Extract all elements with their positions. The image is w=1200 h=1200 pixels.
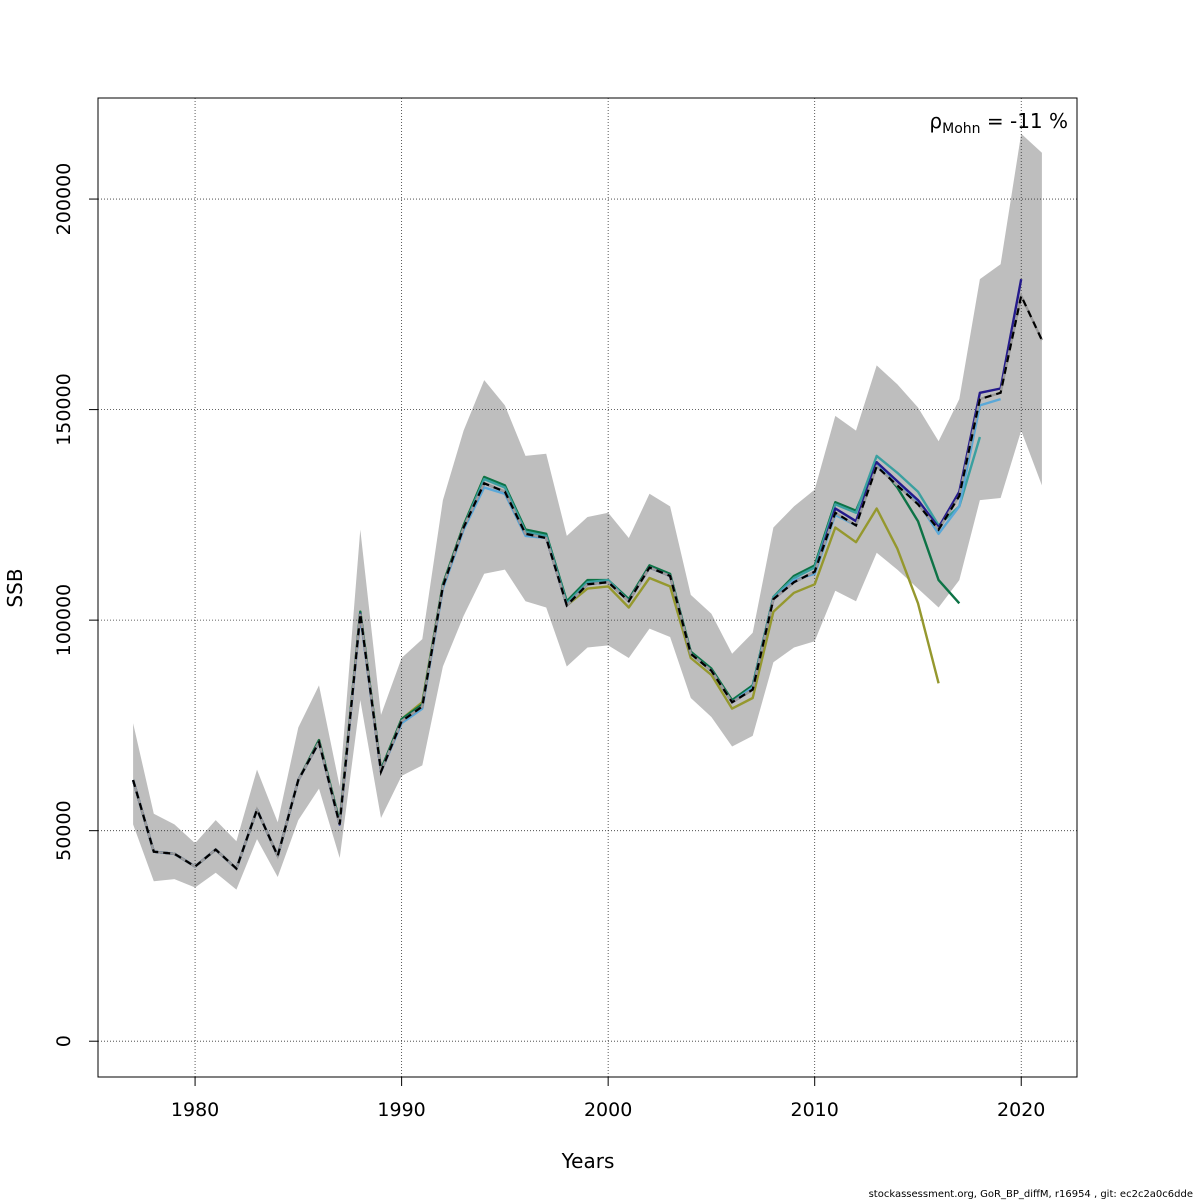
y-axis-title: SSB xyxy=(3,568,27,607)
y-tick-label: 50000 xyxy=(53,800,75,860)
rho-symbol: ρ xyxy=(929,109,942,133)
confidence-band xyxy=(133,133,1042,890)
y-tick-label: 0 xyxy=(53,1035,75,1047)
y-tick-label: 200000 xyxy=(53,163,75,236)
footer-credit: stockassessment.org, GoR_BP_diffM, r1695… xyxy=(869,1189,1193,1200)
mohn-subscript: Mohn xyxy=(942,121,980,137)
x-tick-label: 2000 xyxy=(584,1099,632,1121)
y-axis: 0 50000 100000 150000 200000 xyxy=(53,163,98,1047)
mohn-rho-annotation: ρMohn = -11 % xyxy=(929,109,1068,137)
x-tick-label: 2010 xyxy=(791,1099,839,1121)
mohn-value: = -11 % xyxy=(981,109,1069,133)
plot-frame xyxy=(97,97,1078,1078)
x-tick-label: 1990 xyxy=(377,1099,425,1121)
y-tick-label: 150000 xyxy=(53,373,75,446)
x-tick-label: 2020 xyxy=(997,1099,1045,1121)
series-layer xyxy=(131,278,1043,871)
y-tick-label: 100000 xyxy=(53,584,75,657)
series-line xyxy=(132,292,1043,871)
x-tick-label: 1980 xyxy=(171,1099,219,1121)
confidence-band-layer xyxy=(133,133,1042,890)
x-axis: 1980 1990 2000 2010 2020 xyxy=(171,1077,1045,1121)
x-axis-title: Years xyxy=(561,1149,615,1173)
